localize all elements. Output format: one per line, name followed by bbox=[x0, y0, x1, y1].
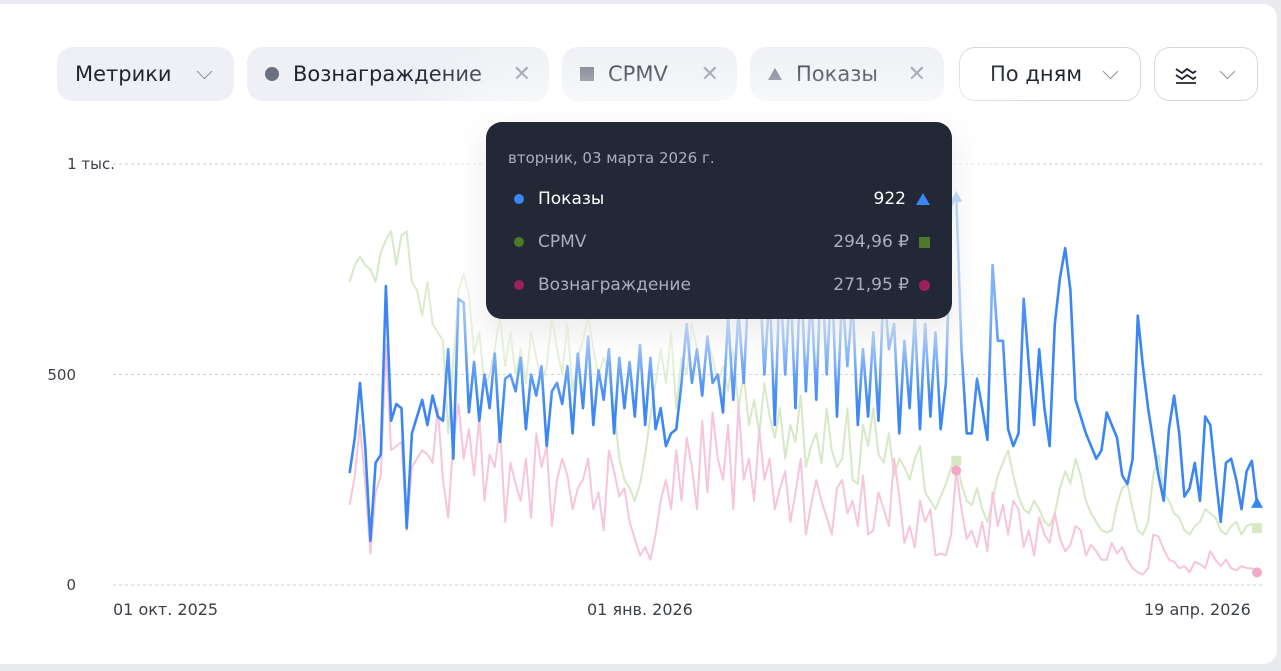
row-name: Показы bbox=[538, 189, 605, 209]
close-icon[interactable]: ✕ bbox=[512, 61, 531, 87]
chip-label: CPMV bbox=[608, 62, 668, 86]
square-marker-icon bbox=[580, 67, 594, 81]
tooltip-row-cpmv: CPMV 294,96 ₽ bbox=[514, 230, 930, 254]
period-label: По дням bbox=[990, 62, 1083, 86]
close-icon[interactable]: ✕ bbox=[700, 61, 719, 87]
dot-icon bbox=[514, 280, 524, 290]
x-tick-label: 19 апр. 2026 bbox=[1144, 600, 1251, 619]
chip-reward[interactable]: Вознаграждение ✕ bbox=[247, 47, 549, 101]
y-tick-label: 0 bbox=[66, 576, 76, 594]
circle-marker-icon bbox=[265, 67, 279, 81]
row-value: 294,96 ₽ bbox=[833, 232, 909, 252]
dot-icon bbox=[514, 194, 524, 204]
tooltip-row-reward: Вознаграждение 271,95 ₽ bbox=[514, 273, 930, 297]
row-name: CPMV bbox=[538, 232, 587, 252]
tooltip: вторник, 03 марта 2026 г. Показы 922 CPM… bbox=[486, 122, 952, 319]
chart-type-dropdown[interactable] bbox=[1154, 47, 1258, 101]
triangle-marker bbox=[950, 190, 963, 202]
square-icon bbox=[919, 236, 930, 248]
dot-icon bbox=[514, 237, 524, 247]
tooltip-row-impressions: Показы 922 bbox=[514, 187, 930, 211]
x-tick-label: 01 окт. 2025 bbox=[113, 600, 219, 619]
chip-label: Показы bbox=[796, 62, 878, 86]
triangle-marker bbox=[1251, 496, 1264, 508]
chip-impressions[interactable]: Показы ✕ bbox=[750, 47, 944, 101]
metrics-label: Метрики bbox=[75, 62, 172, 86]
triangle-icon bbox=[916, 193, 930, 205]
square-marker bbox=[1252, 523, 1263, 534]
series-line-triangle bbox=[348, 195, 1259, 543]
row-name: Вознаграждение bbox=[538, 275, 691, 295]
chip-label: Вознаграждение bbox=[293, 62, 482, 86]
circle-icon bbox=[919, 279, 930, 291]
triangle-marker-icon bbox=[768, 68, 782, 80]
row-value: 271,95 ₽ bbox=[833, 275, 909, 295]
y-tick-label: 500 bbox=[47, 366, 76, 384]
metrics-dropdown[interactable]: Метрики bbox=[57, 47, 234, 101]
square-marker bbox=[951, 455, 962, 466]
series-line-square bbox=[348, 230, 1258, 536]
tooltip-date: вторник, 03 марта 2026 г. bbox=[508, 149, 715, 167]
circle-marker bbox=[1252, 567, 1263, 578]
x-tick-label: 01 янв. 2026 bbox=[587, 600, 693, 619]
close-icon[interactable]: ✕ bbox=[907, 61, 926, 87]
circle-marker bbox=[951, 465, 962, 476]
row-value: 922 bbox=[873, 189, 906, 209]
period-dropdown[interactable]: По дням bbox=[959, 47, 1141, 101]
chart-lines-icon bbox=[1175, 67, 1197, 84]
chip-cpmv[interactable]: CPMV ✕ bbox=[562, 47, 737, 101]
y-tick-label: 1 тыс. bbox=[67, 155, 115, 173]
